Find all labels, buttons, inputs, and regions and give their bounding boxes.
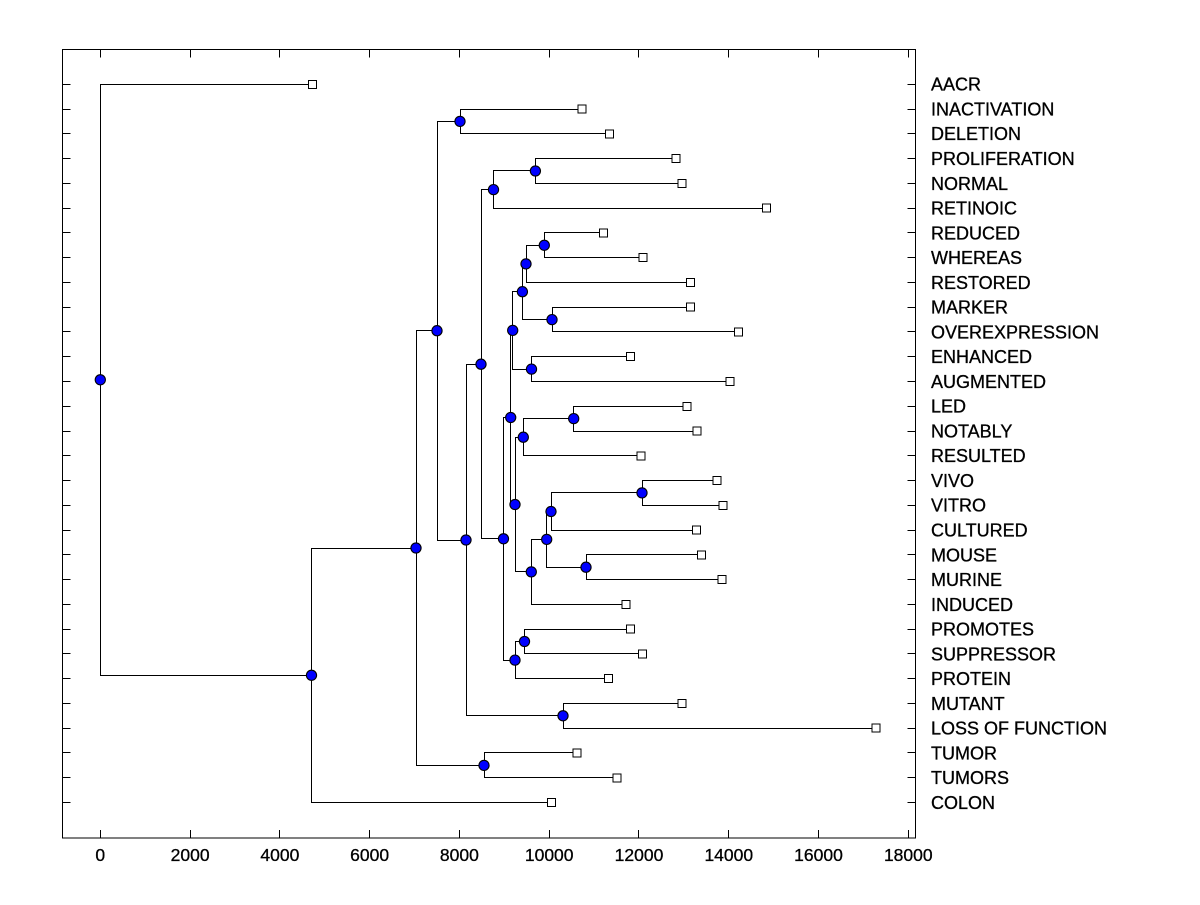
svg-text:OVEREXPRESSION: OVEREXPRESSION xyxy=(931,322,1099,342)
svg-text:LOSS OF FUNCTION: LOSS OF FUNCTION xyxy=(931,719,1107,739)
svg-text:RESTORED: RESTORED xyxy=(931,273,1031,293)
svg-text:MURINE: MURINE xyxy=(931,570,1002,590)
svg-text:MOUSE: MOUSE xyxy=(931,545,997,565)
svg-text:WHEREAS: WHEREAS xyxy=(931,248,1022,268)
svg-text:PROLIFERATION: PROLIFERATION xyxy=(931,149,1075,169)
svg-text:TUMORS: TUMORS xyxy=(931,768,1009,788)
svg-text:10000: 10000 xyxy=(525,845,574,865)
svg-text:COLON: COLON xyxy=(931,793,995,813)
svg-text:DELETION: DELETION xyxy=(931,124,1021,144)
svg-text:INACTIVATION: INACTIVATION xyxy=(931,100,1054,120)
svg-text:12000: 12000 xyxy=(615,845,664,865)
svg-text:VITRO: VITRO xyxy=(931,496,986,516)
svg-text:LED: LED xyxy=(931,397,966,417)
svg-text:RETINOIC: RETINOIC xyxy=(931,199,1017,219)
svg-text:TUMOR: TUMOR xyxy=(931,743,997,763)
svg-text:4000: 4000 xyxy=(260,845,299,865)
svg-text:REDUCED: REDUCED xyxy=(931,223,1020,243)
svg-text:CULTURED: CULTURED xyxy=(931,521,1028,541)
svg-text:VIVO: VIVO xyxy=(931,471,974,491)
svg-text:2000: 2000 xyxy=(171,845,210,865)
svg-text:NOTABLY: NOTABLY xyxy=(931,421,1012,441)
svg-text:AACR: AACR xyxy=(931,75,981,95)
svg-text:INDUCED: INDUCED xyxy=(931,595,1013,615)
svg-text:NORMAL: NORMAL xyxy=(931,174,1008,194)
svg-text:ENHANCED: ENHANCED xyxy=(931,347,1032,367)
svg-text:MARKER: MARKER xyxy=(931,298,1008,318)
svg-text:PROTEIN: PROTEIN xyxy=(931,669,1011,689)
svg-text:PROMOTES: PROMOTES xyxy=(931,620,1034,640)
svg-text:AUGMENTED: AUGMENTED xyxy=(931,372,1046,392)
svg-text:SUPPRESSOR: SUPPRESSOR xyxy=(931,644,1056,664)
svg-text:14000: 14000 xyxy=(704,845,753,865)
svg-text:8000: 8000 xyxy=(440,845,479,865)
svg-text:18000: 18000 xyxy=(884,845,933,865)
svg-text:6000: 6000 xyxy=(350,845,389,865)
svg-text:RESULTED: RESULTED xyxy=(931,446,1026,466)
svg-text:16000: 16000 xyxy=(794,845,843,865)
svg-text:0: 0 xyxy=(95,845,105,865)
svg-text:MUTANT: MUTANT xyxy=(931,694,1005,714)
